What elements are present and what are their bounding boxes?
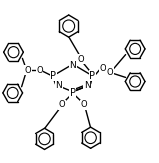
- Text: O: O: [99, 64, 106, 73]
- Text: P: P: [89, 71, 95, 81]
- Text: O: O: [58, 100, 65, 109]
- Text: O: O: [24, 66, 31, 75]
- Text: P: P: [70, 88, 76, 98]
- Text: N: N: [55, 81, 62, 90]
- Text: O: O: [36, 66, 43, 75]
- Text: O: O: [78, 54, 84, 64]
- Text: O: O: [81, 100, 88, 109]
- Text: N: N: [69, 61, 76, 70]
- Text: O: O: [107, 67, 113, 77]
- Text: N: N: [84, 81, 90, 90]
- Text: P: P: [50, 71, 56, 81]
